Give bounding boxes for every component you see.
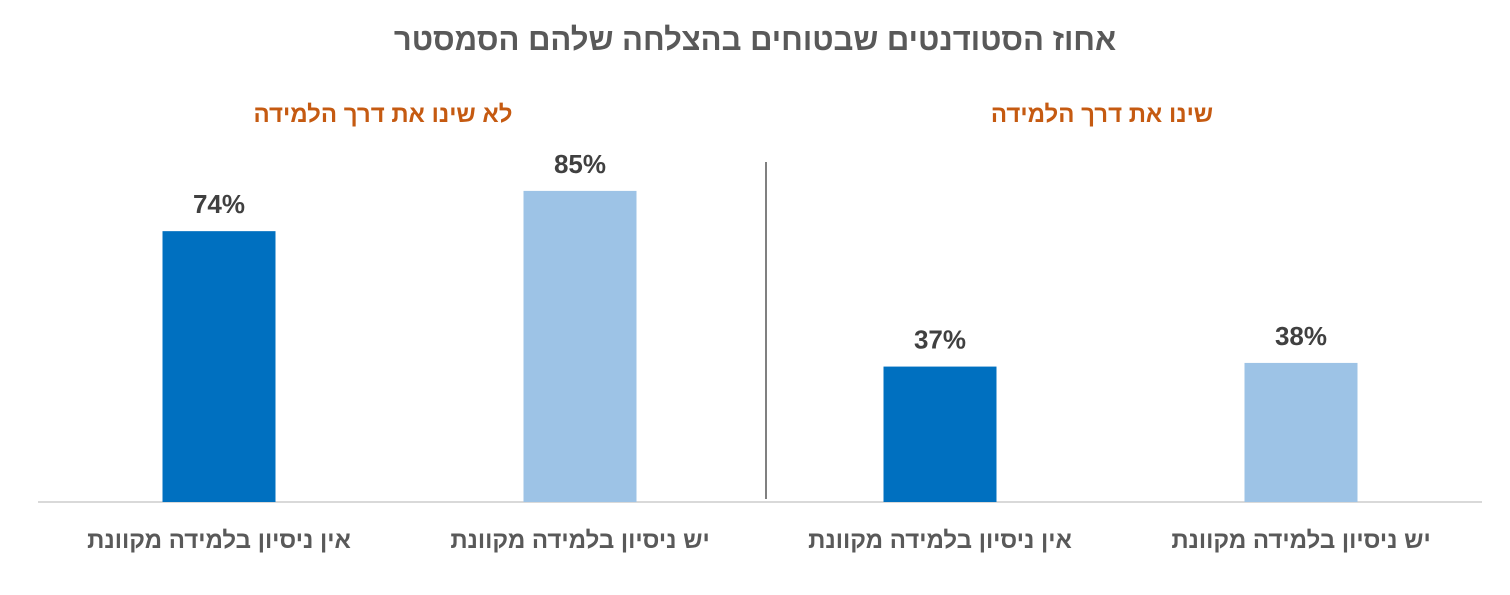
category-label: יש ניסיון בלמידה מקוונת (450, 527, 709, 554)
bars-layer: 74% אין ניסיון בלמידה מקוונת 85% יש ניסיון … (87, 149, 1431, 554)
bar-unchanged-has-experience (523, 190, 637, 502)
value-label: 85% (554, 149, 606, 179)
category-label: אין ניסיון בלמידה מקוונת (87, 527, 351, 554)
category-label: יש ניסיון בלמידה מקוונת (1171, 527, 1430, 554)
value-label: 38% (1275, 321, 1327, 351)
bar-changed-no-experience (883, 366, 997, 502)
chart-title: אחוז הסטודנטים שבטוחים בהצלחה שלהם הסמסט… (394, 22, 1116, 57)
value-label: 37% (914, 325, 966, 355)
value-label: 74% (193, 189, 245, 219)
group-title-unchanged: לא שינו את דרך הלמידה (253, 101, 512, 128)
bar-unchanged-no-experience (162, 231, 276, 502)
group-title-changed: שינו את דרך הלמידה (991, 101, 1213, 128)
category-label: אין ניסיון בלמידה מקוונת (808, 527, 1072, 554)
bar-changed-has-experience (1244, 362, 1358, 502)
